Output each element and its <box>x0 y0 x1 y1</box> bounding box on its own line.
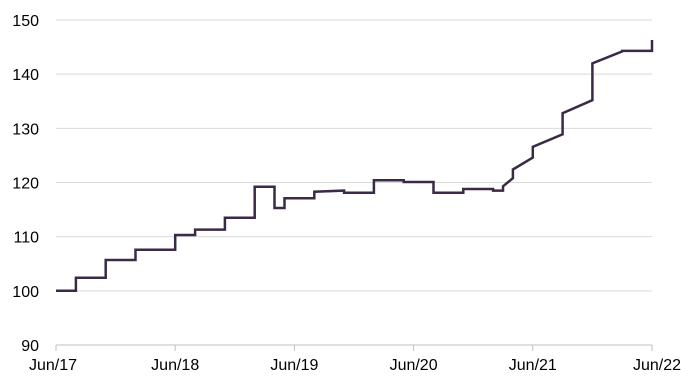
x-tick-label-1: Jun/18 <box>151 357 199 374</box>
y-tick-label-130: 130 <box>12 121 39 138</box>
x-tick-label-5: Jun/22 <box>633 357 681 374</box>
x-tick-label-3: Jun/20 <box>390 357 438 374</box>
y-tick-label-150: 150 <box>12 13 39 30</box>
series-group <box>56 40 654 293</box>
x-tick-label-4: Jun/21 <box>509 357 557 374</box>
y-tick-label-120: 120 <box>12 176 39 193</box>
y-tick-label-110: 110 <box>13 230 39 247</box>
y-tick-label-100: 100 <box>12 284 39 301</box>
gridlines <box>56 19 652 292</box>
x-tick-labels: Jun/17 Jun/18 Jun/19 Jun/20 Jun/21 Jun/22 <box>29 357 681 374</box>
y-tick-labels: 90 100 110 120 130 140 150 <box>12 13 39 355</box>
y-tick-label-90: 90 <box>21 338 39 355</box>
x-tick-label-0: Jun/17 <box>29 357 77 374</box>
axes <box>55 344 653 351</box>
x-tick-label-2: Jun/19 <box>270 357 318 374</box>
series-line-0 <box>56 40 654 293</box>
y-tick-label-140: 140 <box>12 67 39 84</box>
